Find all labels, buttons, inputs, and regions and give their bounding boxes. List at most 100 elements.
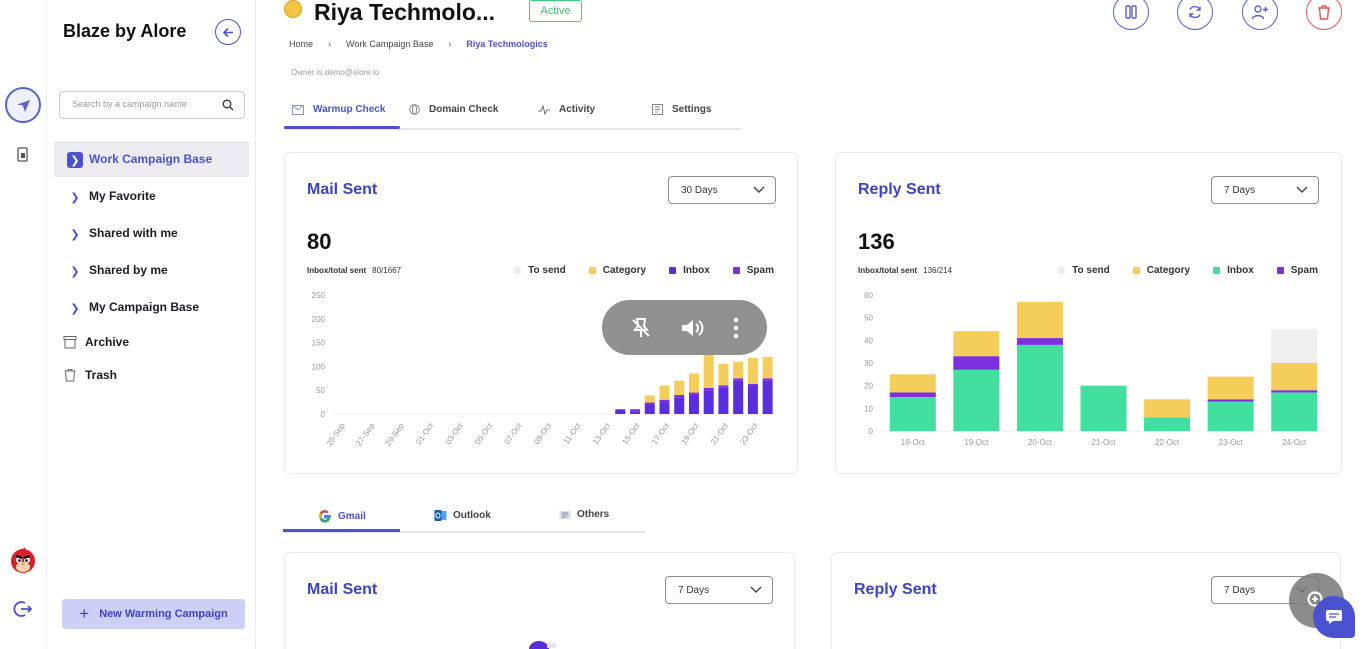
sidebar-item-my-favorite[interactable]: ❯ My Favorite [54,178,249,214]
bar-segment-inbox[interactable] [1271,392,1318,431]
tab-others[interactable]: Others [559,509,609,520]
tab-activity[interactable]: Activity [538,104,595,115]
tab-warmup-check[interactable]: Warmup Check [292,104,385,115]
tab-settings[interactable]: Settings [652,104,711,115]
bar-segment-category[interactable] [703,354,714,388]
bar-segment-category[interactable] [1016,301,1063,339]
trash-link[interactable]: Trash [63,368,117,382]
chat-widget-button[interactable] [1313,596,1355,638]
bar-segment-spam[interactable] [733,378,744,381]
more-vertical-icon[interactable] [732,317,740,339]
bar-segment-spam[interactable] [659,399,670,403]
new-warming-campaign-button[interactable]: + New Warming Campaign [62,599,245,629]
bar-segment-inbox[interactable] [1080,385,1127,431]
bar-segment-spam[interactable] [703,387,714,391]
bar-segment-spam[interactable] [1271,390,1318,393]
bar-segment-category[interactable] [1207,376,1254,400]
bar-segment-inbox[interactable] [889,397,936,431]
bar-segment-spam[interactable] [889,392,936,397]
bar-segment-inbox[interactable] [1016,344,1063,431]
bar-segment-category[interactable] [953,331,1000,357]
bar-segment-inbox[interactable] [688,394,699,414]
sidebar-item-my-campaign-base[interactable]: ❯ My Campaign Base [54,289,249,325]
bar-segment-spam[interactable] [674,394,685,398]
bar-segment-inbox[interactable] [1144,417,1191,431]
bar-segment-spam[interactable] [688,392,699,395]
add-user-button[interactable] [1242,0,1278,30]
reply-sent-range-select[interactable]: 7 Days [1211,176,1319,204]
y-tick-label: 20 [864,382,873,391]
bar-segment-spam[interactable] [644,402,655,405]
campaign-tabs: Warmup Check Domain Check Activity Setti… [284,98,741,130]
bar-segment-category[interactable] [733,361,744,379]
bar-segment-category[interactable] [644,395,655,403]
bar-segment-inbox[interactable] [762,380,773,414]
bar-segment-inbox[interactable] [674,397,685,414]
bar-segment-category[interactable] [688,373,699,393]
smiley-icon [284,0,302,18]
pause-button[interactable] [1113,0,1149,30]
sidebar-item-shared-with-me[interactable]: ❯ Shared with me [54,215,249,251]
tab-outlook[interactable]: Outlook [434,509,491,522]
refresh-button[interactable] [1177,0,1213,30]
bar-segment-inbox[interactable] [718,387,729,414]
sidebar-item-work-campaign-base[interactable]: ❯ Work Campaign Base [54,141,249,177]
bar-segment-inbox[interactable] [615,409,626,414]
bar-segment-inbox[interactable] [733,380,744,414]
bar-segment-category[interactable] [889,374,936,393]
delete-button[interactable] [1306,0,1342,30]
sidebar-item-shared-by-me[interactable]: ❯ Shared by me [54,252,249,288]
archive-link[interactable]: Archive [63,335,129,349]
avatar[interactable] [5,542,41,578]
bar-segment-inbox[interactable] [747,385,758,414]
volume-icon[interactable] [679,316,705,340]
bar-segment-spam[interactable] [1016,338,1063,345]
bar-segment-category[interactable] [1144,399,1191,418]
x-tick-label: 22-Oct [1155,438,1180,447]
bar-segment-category[interactable] [674,380,685,395]
bar-segment-inbox[interactable] [1207,401,1254,431]
search-icon[interactable] [222,99,234,111]
bar-segment-category[interactable] [747,357,758,385]
breadcrumb-home[interactable]: Home [289,39,314,49]
sidebar-item-label: Work Campaign Base [89,152,213,166]
campaigns-rail-button[interactable] [5,87,41,123]
bar-segment-spam[interactable] [762,378,773,381]
bar-segment-spam[interactable] [630,409,641,412]
chevron-down-icon [750,586,762,593]
search-input[interactable] [72,99,222,109]
sidebar-item-label: Shared by me [89,263,168,277]
tab-domain-check[interactable]: Domain Check [409,104,498,115]
status-badge: Active [529,0,582,22]
legend-label: Category [602,265,647,276]
bar-segment-spam[interactable] [718,385,729,388]
activity-icon [538,104,550,115]
logout-button[interactable] [5,591,41,627]
bar-segment-category[interactable] [659,385,670,400]
bar-segment-category[interactable] [718,364,729,386]
bar-segment-inbox[interactable] [644,404,655,414]
gmail-mail-sent-range-select[interactable]: 7 Days [665,576,773,604]
bar-segment-category[interactable] [762,356,773,379]
bar-segment-category[interactable] [1271,363,1318,391]
owner-text: Owner is demo@alore.io [291,68,380,77]
bar-segment-spam[interactable] [1207,399,1254,402]
unpin-icon[interactable] [629,316,653,340]
breadcrumb-current: Riya Techmologics [466,39,548,49]
bar-segment-to-send[interactable] [1271,329,1318,363]
mail-sent-range-select[interactable]: 30 Days [668,176,776,204]
breadcrumb-work-campaign-base[interactable]: Work Campaign Base [346,39,434,49]
gmail-mail-sent-card: Mail Sent 7 Days [284,552,795,649]
bar-segment-inbox[interactable] [659,402,670,414]
documents-rail-button[interactable] [5,137,41,173]
google-icon [318,510,331,523]
legend-swatch [588,267,596,274]
tab-gmail[interactable]: Gmail [318,509,366,523]
bar-segment-spam[interactable] [953,356,1000,370]
bar-segment-spam[interactable] [747,384,758,386]
collapse-sidebar-button[interactable] [215,19,241,45]
bar-segment-inbox[interactable] [630,411,641,414]
bar-segment-inbox[interactable] [703,390,714,414]
chevron-right-icon: ❯ [70,191,80,204]
bar-segment-inbox[interactable] [953,369,1000,431]
